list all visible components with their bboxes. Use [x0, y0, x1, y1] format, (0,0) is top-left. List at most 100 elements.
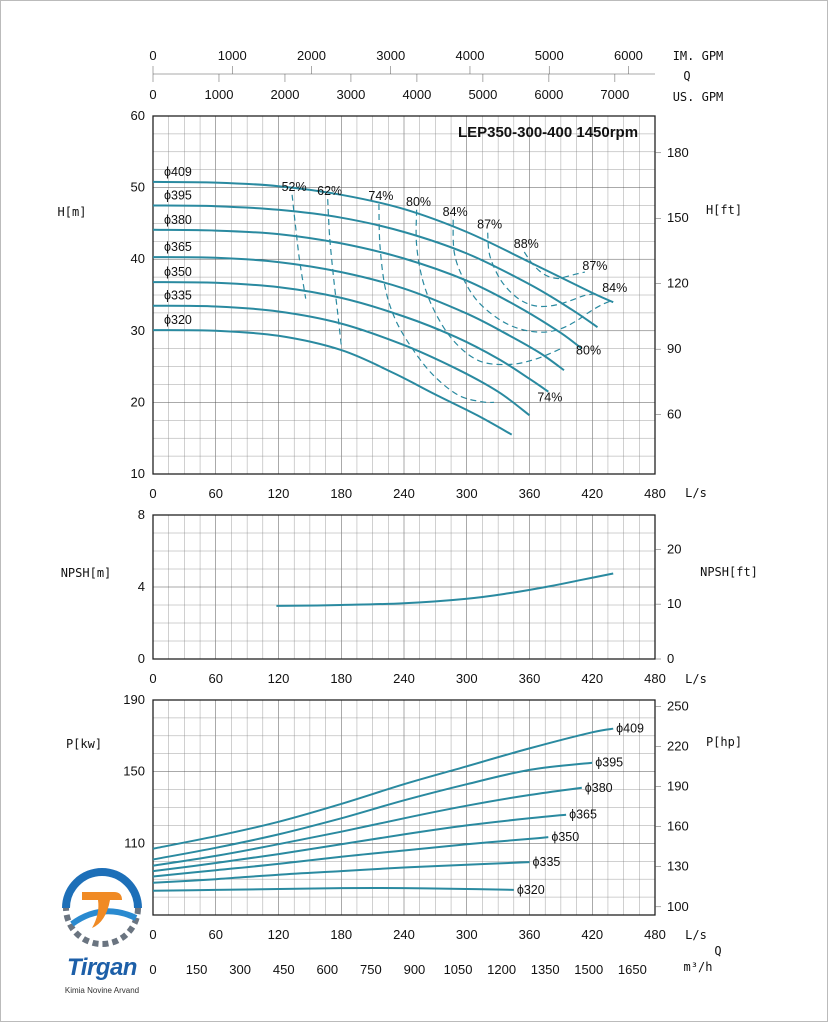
- head-curve: [152, 228, 583, 350]
- npsh-x-tick: 480: [644, 671, 666, 686]
- head-curve-label: ϕ365: [164, 240, 192, 254]
- logo-brand: Tirgan: [67, 954, 137, 981]
- efficiency-label-right: 74%: [537, 391, 562, 405]
- power-curve: [152, 887, 514, 892]
- head-plot-frame: [152, 115, 656, 475]
- power-x-unit: L/s: [685, 928, 707, 942]
- power-curve: [152, 786, 582, 867]
- us-gpm-tick: 1000: [205, 87, 234, 102]
- efficiency-label: 87%: [477, 218, 502, 232]
- npsh-x-tick: 0: [149, 671, 156, 686]
- power-y-tick: 110: [124, 835, 145, 850]
- power-hp-tick: 160: [667, 819, 689, 834]
- power-curve-label: ϕ335: [533, 855, 561, 869]
- power-plot-frame: [152, 699, 656, 916]
- m3h-tick: 0: [149, 962, 156, 977]
- npsh-x-tick: 120: [268, 671, 290, 686]
- im-gpm-tick: 3000: [376, 48, 405, 63]
- head-x-tick: 300: [456, 486, 478, 501]
- npsh-curve: [276, 572, 614, 607]
- power-hp-tick: 220: [667, 738, 689, 753]
- power-curve-label: ϕ365: [569, 808, 597, 822]
- power-hp-tick: 250: [667, 698, 689, 713]
- im-gpm-tick: 2000: [297, 48, 326, 63]
- npsh-x-tick: 300: [456, 671, 478, 686]
- head-y-tick: 40: [131, 251, 145, 266]
- power-x-tick: 240: [393, 927, 415, 942]
- head-ylabel-right: H[ft]: [706, 203, 742, 217]
- head-x-tick: 420: [581, 486, 603, 501]
- npsh-plot-frame: [152, 514, 656, 660]
- power-ylabel-right: P[hp]: [706, 735, 742, 749]
- npsh-x-tick: 60: [209, 671, 223, 686]
- us-gpm-tick: 4000: [402, 87, 431, 102]
- efficiency-line: [452, 219, 614, 333]
- power-curve-label: ϕ320: [517, 883, 545, 897]
- us-gpm-tick: 5000: [468, 87, 497, 102]
- m3h-tick: 1350: [531, 962, 560, 977]
- head-curve: [152, 304, 531, 417]
- im-gpm-tick: 4000: [456, 48, 485, 63]
- efficiency-label-right: 84%: [602, 281, 627, 295]
- head-x-tick: 120: [268, 486, 290, 501]
- m3h-tick: 900: [404, 962, 426, 977]
- head-y-tick: 30: [131, 323, 145, 338]
- efficiency-line: [291, 194, 307, 299]
- efficiency-line: [487, 232, 597, 308]
- m3h-tick: 150: [186, 962, 208, 977]
- efficiency-line: [327, 199, 342, 346]
- power-x-tick: 60: [209, 927, 223, 942]
- power-hp-tick: 100: [667, 899, 689, 914]
- head-ft-tick: 150: [667, 210, 689, 225]
- npsh-x-tick: 240: [393, 671, 415, 686]
- head-x-tick: 180: [330, 486, 352, 501]
- npsh-y-tick: 0: [138, 651, 145, 666]
- m3h-tick: 1200: [487, 962, 516, 977]
- power-hp-tick: 190: [667, 779, 689, 794]
- power-curve: [152, 861, 530, 884]
- efficiency-label: 52%: [282, 180, 307, 194]
- npsh-ft-tick: 10: [667, 596, 681, 611]
- head-ft-tick: 90: [667, 341, 681, 356]
- tirgan-emblem-icon: [62, 868, 142, 947]
- m3h-tick: 600: [316, 962, 338, 977]
- npsh-y-tick: 4: [138, 579, 145, 594]
- power-x-tick: 480: [644, 927, 666, 942]
- us-gpm-tick: 2000: [271, 87, 300, 102]
- power-y-tick: 190: [123, 692, 145, 707]
- npsh-ft-tick: 20: [667, 541, 681, 556]
- efficiency-label: 80%: [406, 195, 431, 209]
- im-gpm-tick: 1000: [218, 48, 247, 63]
- m3h-tick: 300: [229, 962, 251, 977]
- npsh-x-tick: 180: [330, 671, 352, 686]
- power-curve: [152, 761, 593, 861]
- npsh-x-tick: 360: [519, 671, 541, 686]
- bottom-q-label: Q: [714, 944, 721, 958]
- power-x-tick: 420: [581, 927, 603, 942]
- us-gpm-label: US. GPM: [673, 90, 724, 104]
- efficiency-line: [415, 209, 562, 366]
- head-curve: [152, 256, 565, 372]
- power-y-tick: 150: [123, 764, 145, 779]
- curves-layer: [152, 180, 614, 892]
- head-x-tick: 60: [209, 486, 223, 501]
- power-hp-tick: 130: [667, 859, 689, 874]
- head-y-tick: 10: [131, 466, 145, 481]
- efficiency-line: [523, 251, 586, 280]
- power-curve-label: ϕ380: [585, 781, 613, 795]
- head-curve-label: ϕ395: [164, 189, 192, 203]
- head-curve-label: ϕ320: [164, 313, 192, 327]
- im-gpm-tick: 5000: [535, 48, 564, 63]
- head-x-tick: 240: [393, 486, 415, 501]
- head-curve-label: ϕ350: [164, 265, 192, 279]
- efficiency-label-right: 87%: [582, 259, 607, 273]
- power-curve: [152, 727, 614, 850]
- efficiency-label: 74%: [368, 189, 393, 203]
- power-x-tick: 120: [268, 927, 290, 942]
- head-y-tick: 20: [131, 394, 145, 409]
- m3h-tick: 1500: [574, 962, 603, 977]
- power-x-tick: 360: [519, 927, 541, 942]
- head-x-unit: L/s: [685, 486, 707, 500]
- head-ft-tick: 120: [667, 276, 689, 291]
